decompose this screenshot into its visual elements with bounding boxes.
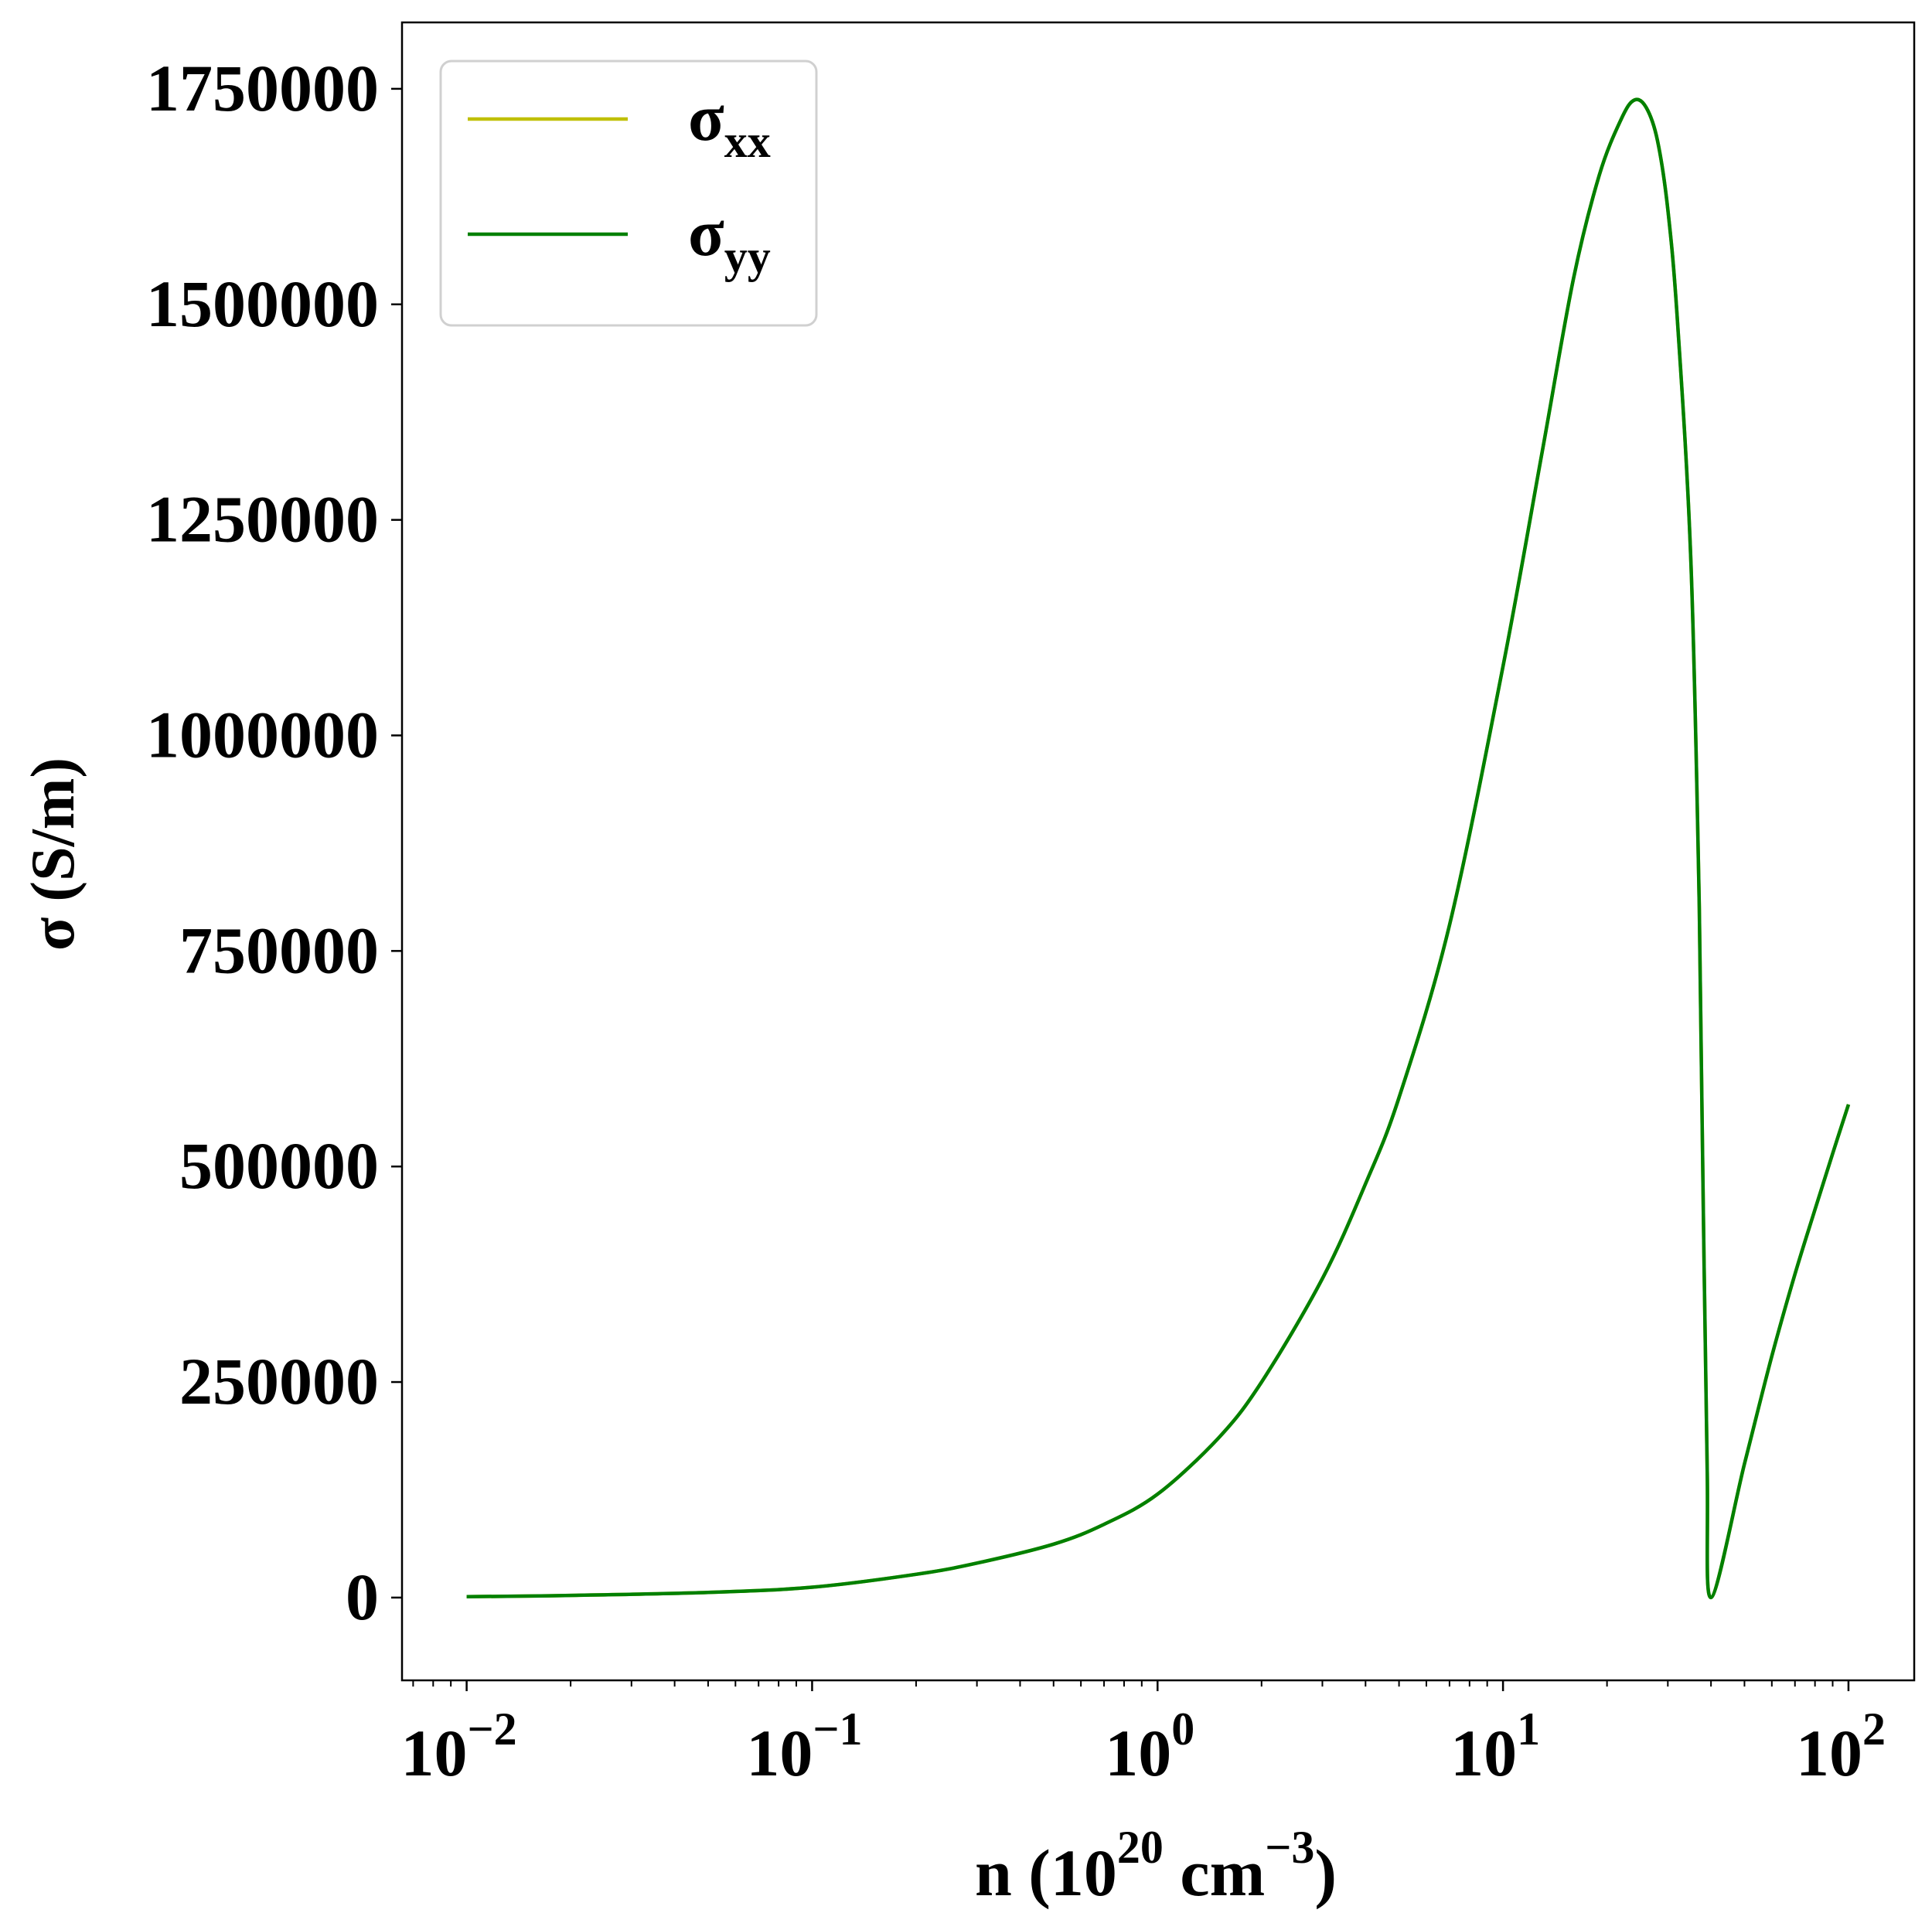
legend-box — [439, 60, 818, 327]
legend: σxx σyy — [439, 60, 818, 327]
y-tick-label: 750000 — [179, 913, 379, 987]
x-tick-label: 102 — [1796, 1704, 1886, 1790]
series-layer — [466, 97, 1851, 1600]
y-tick-label: 0 — [346, 1560, 379, 1634]
y-axis-label: σ (S/m) — [19, 757, 87, 951]
series-line-yy — [466, 97, 1851, 1600]
x-axis-label-end: ) — [1314, 1836, 1337, 1910]
y-axis: 0 250000 500000 750000 1000000 1250000 1500000… — [146, 51, 402, 1634]
x-axis: 10−2 10−1 100 101 102 — [400, 1680, 1886, 1790]
y-tick-label: 500000 — [179, 1128, 379, 1203]
x-axis-label-main: n (10 — [975, 1836, 1117, 1910]
legend-label-xx: σxx — [688, 80, 771, 167]
x-tick-label: 10−1 — [746, 1704, 862, 1790]
x-tick-label: 10−2 — [400, 1704, 516, 1790]
y-tick-label: 250000 — [179, 1344, 379, 1418]
legend-label-yy: σyy — [688, 196, 771, 282]
y-tick-label: 1250000 — [146, 482, 379, 557]
x-tick-label: 101 — [1450, 1704, 1540, 1790]
y-tick-label: 1000000 — [146, 697, 379, 771]
x-axis-label: n (1020 cm−3) — [975, 1822, 1337, 1910]
x-axis-label-mid: cm — [1164, 1836, 1265, 1910]
x-axis-label-exp1: 20 — [1117, 1822, 1164, 1873]
y-tick-label: 1750000 — [146, 51, 379, 125]
x-axis-label-exp2: −3 — [1265, 1822, 1314, 1873]
y-tick-label: 1500000 — [146, 267, 379, 341]
x-tick-label: 100 — [1105, 1704, 1194, 1790]
